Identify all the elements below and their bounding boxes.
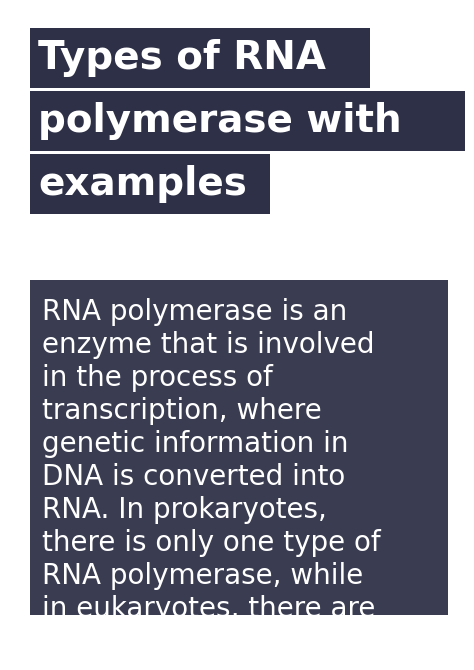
Text: RNA polymerase, while: RNA polymerase, while [42, 562, 363, 590]
Text: genetic information in: genetic information in [42, 430, 348, 458]
Text: Types of RNA: Types of RNA [38, 39, 326, 77]
Bar [30, 91, 465, 151]
Text: polymerase with: polymerase with [38, 102, 401, 140]
Text: RNA polymerase is an: RNA polymerase is an [42, 298, 347, 326]
Text: in the process of: in the process of [42, 364, 273, 392]
Text: there is only one type of: there is only one type of [42, 529, 381, 557]
Text: examples: examples [38, 165, 247, 203]
Bar [30, 280, 448, 615]
Bar [30, 154, 270, 214]
Text: RNA. In prokaryotes,: RNA. In prokaryotes, [42, 496, 327, 524]
Text: in eukaryotes, there are: in eukaryotes, there are [42, 595, 375, 623]
Text: enzyme that is involved: enzyme that is involved [42, 331, 374, 359]
Bar [30, 28, 370, 88]
Text: transcription, where: transcription, where [42, 397, 322, 425]
Text: DNA is converted into: DNA is converted into [42, 463, 345, 491]
